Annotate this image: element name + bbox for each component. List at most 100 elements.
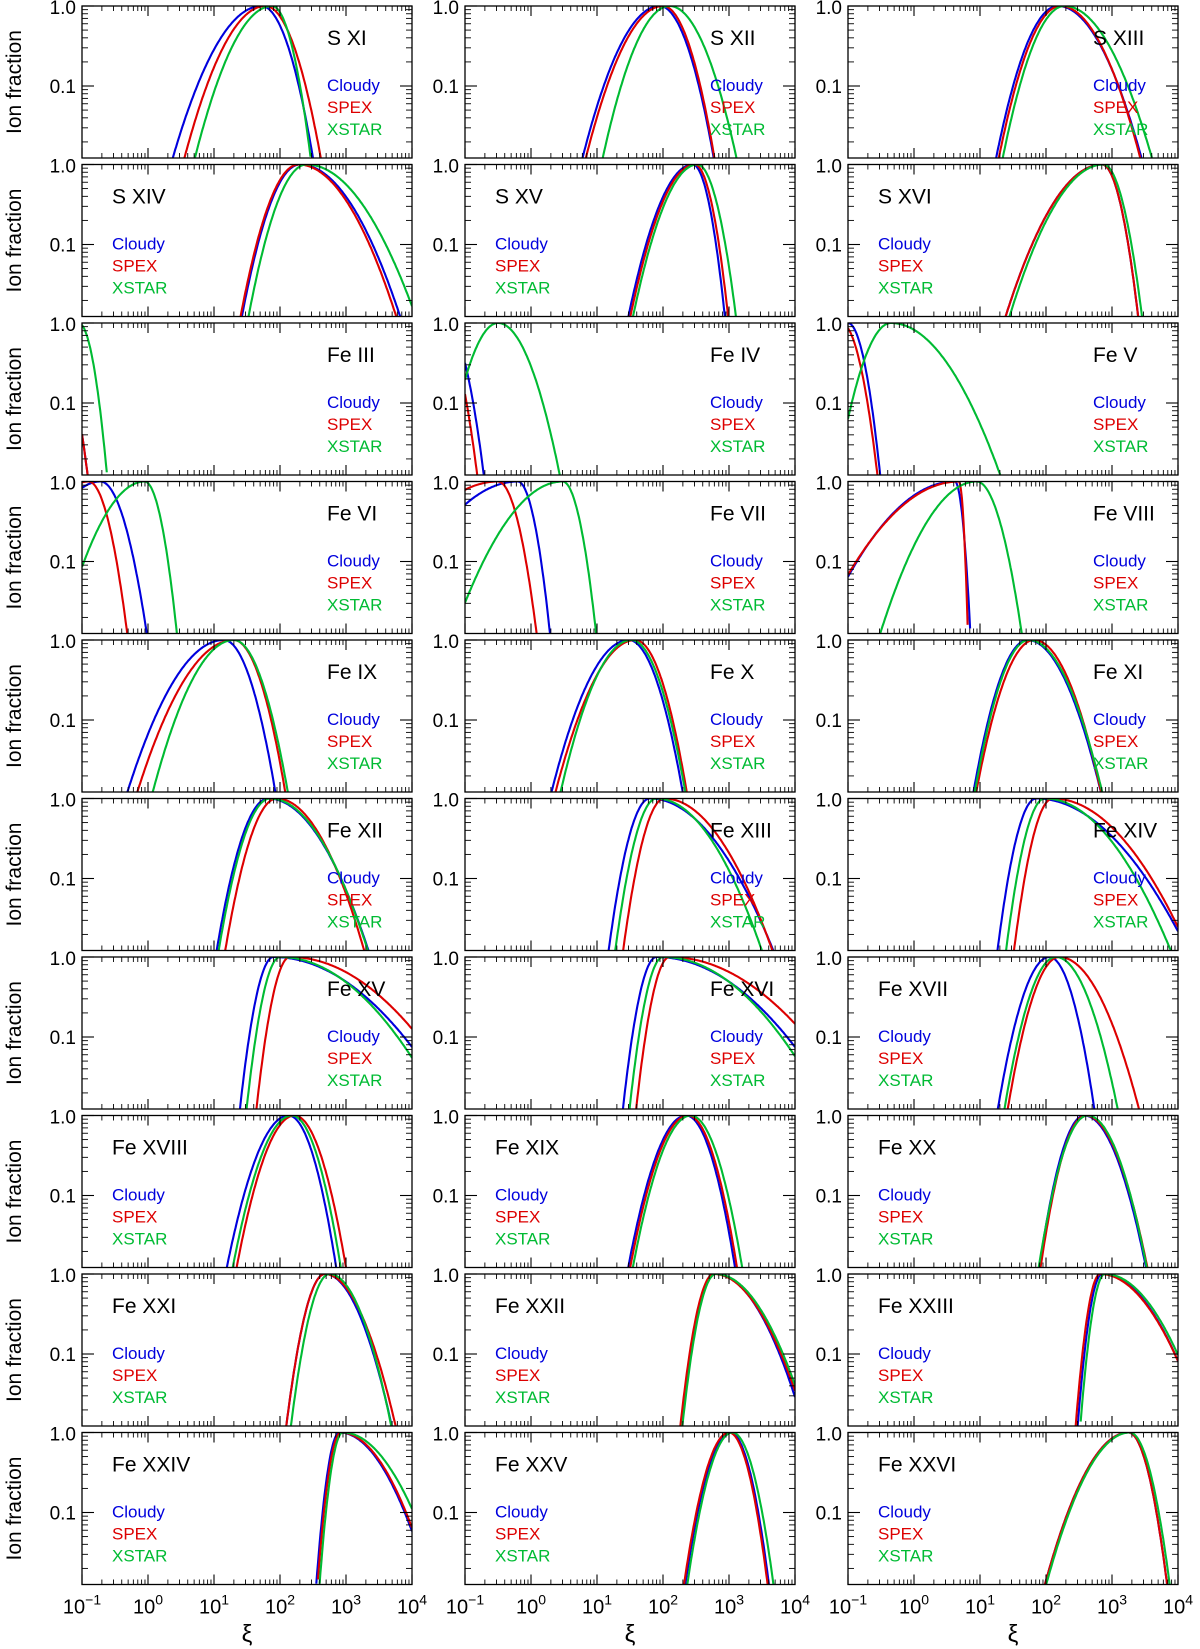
ion-panel: 1.0 0.1 Fe IV Cloudy SPEX XSTAR: [433, 315, 796, 476]
legend-entry-xstar: XSTAR: [1093, 754, 1148, 773]
series-line-xstar: [1045, 1432, 1171, 1585]
series-line-spex: [635, 957, 795, 1109]
curves: [171, 6, 322, 158]
x-tick-label: 101: [965, 1592, 995, 1619]
legend-entry-spex: SPEX: [1093, 415, 1138, 434]
y-tick-label: 1.0: [816, 474, 842, 495]
y-tick-label: 0.1: [816, 1345, 842, 1366]
y-tick-label: 1.0: [433, 949, 459, 970]
plot-frame: [81, 163, 413, 318]
ion-title: Fe XVI: [710, 978, 774, 1001]
plot-frame: [464, 163, 796, 318]
y-axis-label: Ion fraction: [3, 347, 26, 451]
legend-entry-cloudy: Cloudy: [327, 869, 380, 888]
ion-title: Fe V: [1093, 344, 1137, 367]
legend-entry-cloudy: Cloudy: [1093, 76, 1146, 95]
legend-entry-spex: SPEX: [112, 1525, 157, 1544]
curves: [126, 640, 289, 792]
y-tick-label: 0.1: [816, 870, 842, 891]
curves: [315, 1432, 412, 1584]
curves: [285, 1274, 397, 1426]
curves: [1037, 1115, 1149, 1268]
curves: [621, 957, 795, 1109]
curves: [607, 798, 775, 951]
legend-entry-cloudy: Cloudy: [1093, 710, 1146, 729]
y-tick-label: 1.0: [816, 315, 842, 336]
y-tick-label: 0.1: [433, 553, 459, 574]
curves: [1004, 164, 1144, 317]
legend-entry-cloudy: Cloudy: [878, 1186, 931, 1205]
series-line-spex: [1074, 1274, 1178, 1426]
ion-title: S XII: [710, 27, 756, 50]
x-tick-label: 100: [133, 1592, 163, 1619]
series-line-spex: [848, 481, 969, 625]
series-line-cloudy: [82, 481, 148, 634]
series-line-xstar: [614, 798, 764, 951]
series-line-cloudy: [465, 362, 485, 475]
series-line-spex: [1006, 957, 1141, 1109]
ion-title: Fe VIII: [1093, 503, 1155, 526]
series-line-xstar: [1008, 164, 1144, 317]
ion-title: S XV: [495, 186, 543, 209]
legend-entry-spex: SPEX: [1093, 891, 1138, 910]
curves: [848, 323, 1002, 475]
curves: [627, 164, 737, 317]
plot-frame: [847, 322, 1179, 476]
plot-frame: [81, 322, 413, 476]
y-tick-label: 0.1: [433, 77, 459, 98]
legend-entry-xstar: XSTAR: [112, 1388, 167, 1407]
ion-panel: 1.0 0.1 Ion fraction Fe VI Cloudy SPEX XSTAR: [3, 474, 413, 635]
y-tick-label: 0.1: [816, 1504, 842, 1525]
y-tick-label: 1.0: [816, 1425, 842, 1446]
series-line-cloudy: [465, 481, 552, 634]
series-line-xstar: [289, 1274, 393, 1426]
ion-title: Fe IV: [710, 344, 760, 367]
x-tick-label: 101: [199, 1592, 229, 1619]
legend-entry-spex: SPEX: [1093, 574, 1138, 593]
series-line-xstar: [681, 1274, 795, 1426]
series-line-spex: [629, 164, 730, 317]
series-line-spex: [997, 6, 1142, 158]
ion-title: Fe XV: [327, 978, 385, 1001]
x-tick-label: 101: [582, 1592, 612, 1619]
y-axis-label: Ion fraction: [3, 664, 26, 768]
legend-entry-cloudy: Cloudy: [495, 1503, 548, 1522]
ion-title: Fe XII: [327, 820, 383, 843]
y-tick-label: 0.1: [50, 1028, 76, 1049]
ion-panel: 1.0 0.1 Ion fraction S XI Cloudy SPEX XSTAR: [3, 0, 413, 159]
ion-panel: 1.0 0.1 Fe XIII Cloudy SPEX XSTAR: [433, 791, 796, 952]
series-line-spex: [1043, 1432, 1169, 1585]
series-line-cloudy: [550, 640, 684, 792]
legend-entry-cloudy: Cloudy: [710, 710, 763, 729]
ion-title: Fe X: [710, 661, 754, 684]
x-tick-label: 104: [1163, 1592, 1193, 1619]
curves: [465, 481, 598, 634]
legend-entry-xstar: XSTAR: [112, 1547, 167, 1566]
legend-entry-spex: SPEX: [878, 1366, 923, 1385]
legend-entry-cloudy: Cloudy: [710, 552, 763, 571]
series-line-xstar: [82, 481, 178, 634]
legend-entry-xstar: XSTAR: [327, 120, 382, 139]
ion-panel: 1.0 0.1 Ion fraction Fe XXI Cloudy SPEX XSTAR: [3, 1266, 413, 1427]
legend-entry-spex: SPEX: [327, 891, 372, 910]
ion-title: Fe VII: [710, 503, 766, 526]
ion-title: Fe XXVI: [878, 1454, 956, 1477]
series-line-xstar: [318, 1432, 412, 1584]
ion-panel: 1.0 0.1 Fe XXII Cloudy SPEX XSTAR: [433, 1266, 796, 1427]
legend-entry-xstar: XSTAR: [710, 596, 765, 615]
legend-entry-cloudy: Cloudy: [710, 869, 763, 888]
x-tick-label: 104: [780, 1592, 810, 1619]
ion-panel: 1.0 0.1 Fe VII Cloudy SPEX XSTAR: [433, 474, 796, 635]
y-tick-label: 1.0: [433, 1266, 459, 1287]
ion-title: Fe XI: [1093, 661, 1143, 684]
legend-entry-cloudy: Cloudy: [878, 1503, 931, 1522]
ion-title: Fe XIX: [495, 1137, 559, 1160]
legend-entry-spex: SPEX: [878, 1208, 923, 1227]
legend-entry-cloudy: Cloudy: [327, 552, 380, 571]
series-line-spex: [848, 327, 879, 475]
series-line-spex: [1012, 798, 1178, 951]
y-axis-label: Ion fraction: [3, 1457, 26, 1561]
legend-entry-spex: SPEX: [327, 732, 372, 751]
y-tick-label: 1.0: [50, 157, 76, 178]
curves: [996, 957, 1141, 1109]
